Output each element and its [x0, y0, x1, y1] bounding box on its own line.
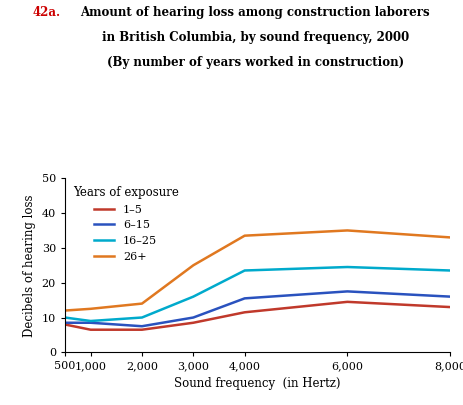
Text: in British Columbia, by sound frequency, 2000: in British Columbia, by sound frequency,… [101, 31, 408, 44]
Text: (By number of years worked in construction): (By number of years worked in constructi… [106, 56, 403, 69]
Text: Amount of hearing loss among construction laborers: Amount of hearing loss among constructio… [80, 6, 429, 19]
Text: 42a.: 42a. [32, 6, 61, 19]
Legend: 1–5, 6–15, 16–25, 26+: 1–5, 6–15, 16–25, 26+ [68, 181, 183, 266]
Y-axis label: Decibels of hearing loss: Decibels of hearing loss [23, 194, 36, 337]
X-axis label: Sound frequency  (in Hertz): Sound frequency (in Hertz) [174, 377, 340, 390]
